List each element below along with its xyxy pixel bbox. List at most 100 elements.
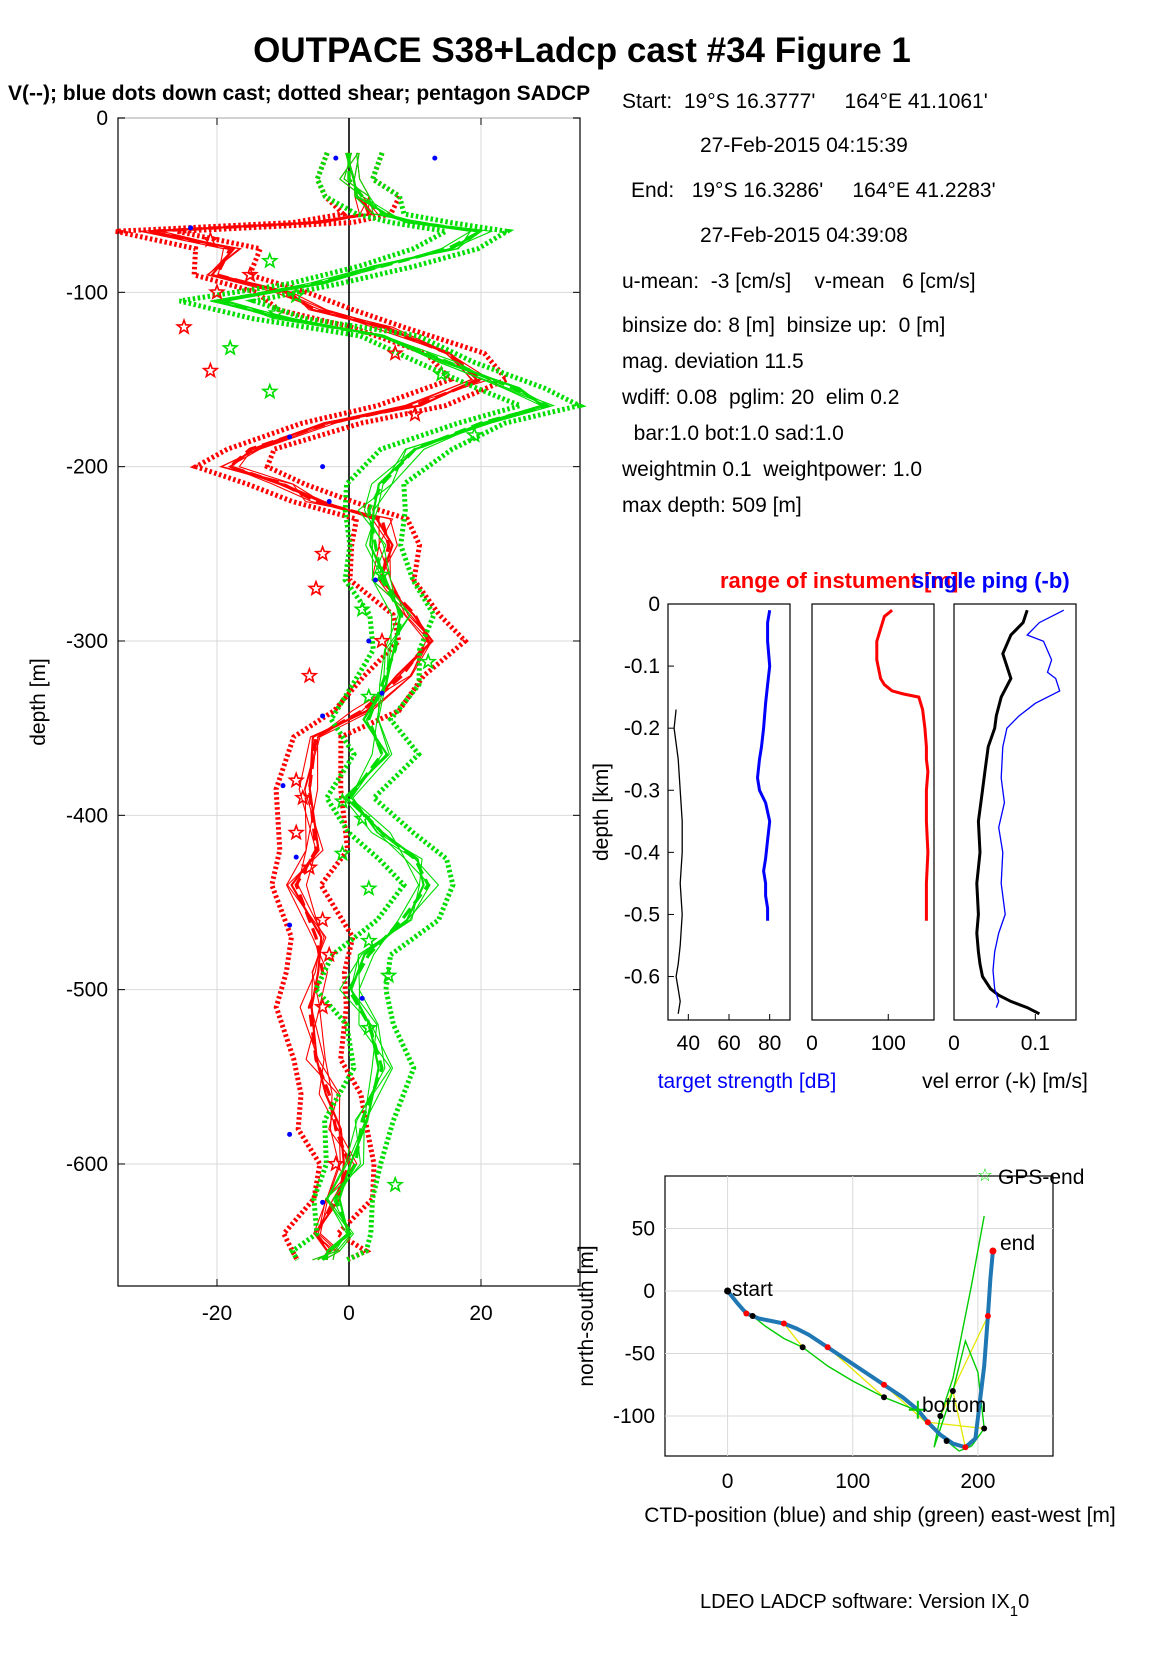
downcast-dot <box>287 434 293 440</box>
sadcp-v-marker <box>379 966 398 984</box>
ctd-sample-dot <box>881 1381 888 1388</box>
sadcp-v-marker <box>353 809 372 827</box>
annotation-start: start <box>732 1278 773 1301</box>
sadcp-u-marker <box>201 230 220 248</box>
sadcp-u-marker <box>201 361 220 379</box>
position-axes: 0 100 200 50 0 -50 -100 <box>613 1218 995 1494</box>
range-x-tick-label: 0 <box>806 1032 818 1055</box>
sadcp-u-marker <box>313 910 332 928</box>
instrument-diagnostics-charts: range of instument [m] single ping (-b) … <box>590 568 1088 1093</box>
sadcp-v-marker <box>353 600 372 618</box>
single-ping-title: single ping (-b) <box>912 568 1070 593</box>
velocity-y-tick-label: -200 <box>66 456 108 479</box>
info-line-wdiff: wdiff: 0.08 pglim: 20 elim 0.2 <box>621 386 899 409</box>
position-y-tick-label: -50 <box>625 1343 655 1366</box>
info-line-binsize: binsize do: 8 [m] binsize up: 0 [m] <box>622 314 945 337</box>
target-strength-y-tick-label: -0.2 <box>624 717 660 740</box>
vel-error-axis-label: vel error (-k) [m/s] <box>922 1070 1088 1093</box>
vel-error-series-black <box>975 609 1041 1016</box>
sadcp-u-marker <box>326 1154 345 1172</box>
sadcp-u-marker <box>373 631 391 649</box>
velocity-y-tick-label: -600 <box>66 1153 108 1176</box>
position-series <box>724 1215 997 1452</box>
diagnostics-axes: 40 60 80 0 -0.1 -0.2 -0.3 -0.4 -0.5 -0.6 0 100 0 0.1 <box>624 593 1050 1055</box>
velocity-y-tick-label: -100 <box>66 281 108 304</box>
range-series-u <box>875 609 930 921</box>
ship-sample-dot <box>981 1425 988 1432</box>
velocity-axes: -20 0 200-100-200-300-400-500-600 <box>66 107 580 1325</box>
series-v-shear-dotted <box>179 152 528 1262</box>
range-title: range of instument [m] <box>720 568 958 593</box>
target-strength-y-tick-label: -0.6 <box>624 966 660 989</box>
end-marker <box>989 1247 997 1255</box>
velocity-x-tick-label: -20 <box>202 1302 232 1325</box>
target-strength-y-tick-label: -0.5 <box>624 903 660 926</box>
sadcp-u-marker <box>208 282 226 300</box>
figure-title: OUTPACE S38+Ladcp cast #34 Figure 1 <box>253 31 911 70</box>
sadcp-v-marker <box>267 303 286 321</box>
info-line-weightmin: weightmin 0.1 weightpower: 1.0 <box>621 458 922 481</box>
position-x-tick-label: 0 <box>722 1470 734 1493</box>
position-x-tick-label: 100 <box>835 1470 870 1493</box>
sadcp-u-marker <box>287 771 306 788</box>
sadcp-u-marker <box>313 544 332 562</box>
ctd-ship-link <box>952 1390 967 1448</box>
downcast-dot <box>280 783 286 789</box>
sadcp-u-marker <box>293 788 312 806</box>
annotation-gps-end: GPS-end <box>998 1166 1084 1189</box>
velocity-series <box>115 118 587 1286</box>
downcast-dot <box>366 638 372 644</box>
ship-track-line <box>727 1215 985 1452</box>
info-line-end: End: 19°S 16.3286' 164°E 41.2283' <box>631 179 996 202</box>
cast-info-panel: Start: 19°S 16.3777' 164°E 41.1061' 27-F… <box>621 90 996 517</box>
sadcp-v-marker <box>359 687 378 705</box>
sadcp-v-marker <box>260 251 279 269</box>
info-line-start-time: 27-Feb-2015 04:15:39 <box>700 134 908 157</box>
velocity-y-tick-label: -400 <box>66 804 108 827</box>
position-plot-frame <box>664 1175 1054 1457</box>
sadcp-v-marker <box>287 286 306 304</box>
ctd-ship-link <box>939 1315 989 1417</box>
vel-error-frame <box>953 603 1077 1021</box>
range-frame <box>811 603 935 1021</box>
ctd-sample-dot <box>824 1344 831 1351</box>
target-strength-axis-label: target strength [dB] <box>658 1070 837 1093</box>
target-strength-x-tick-label: 80 <box>758 1032 781 1055</box>
ship-sample-dot <box>881 1394 888 1401</box>
downcast-dot <box>333 155 339 161</box>
sadcp-u-marker <box>287 823 306 841</box>
vel-error-series-blue <box>992 609 1065 1008</box>
sadcp-v-marker <box>359 879 378 897</box>
ship-sample-dot <box>799 1344 806 1351</box>
velocity-x-tick-label: 0 <box>343 1302 355 1325</box>
series-u-mean-line <box>149 152 479 1260</box>
software-version: LDEO LADCP software: Version IX10 <box>700 1591 1029 1620</box>
info-line-end-time: 27-Feb-2015 04:39:08 <box>700 224 908 247</box>
sadcp-u-marker <box>300 666 319 684</box>
position-x-tick-label: 200 <box>960 1470 995 1493</box>
sadcp-v-marker <box>373 565 391 583</box>
vel-error-x-tick-label: 0 <box>948 1032 960 1055</box>
velocity-profile-chart: -20 0 200-100-200-300-400-500-600 depth [m… <box>27 107 587 1325</box>
sadcp-u-marker <box>386 343 405 361</box>
ctd-sample-dot <box>780 1320 787 1327</box>
position-x-axis-label: CTD-position (blue) and ship (green) eas… <box>644 1504 1116 1527</box>
info-line-mean: u-mean: -3 [cm/s] v-mean 6 [cm/s] <box>622 270 976 293</box>
downcast-dot <box>188 225 194 231</box>
ship-sample-dot <box>949 1388 956 1394</box>
sadcp-v-marker <box>432 364 451 382</box>
start-marker <box>724 1287 732 1295</box>
series-v-shear-dotted <box>244 152 587 1263</box>
position-y-tick-label: 50 <box>632 1218 655 1241</box>
sadcp-v-marker <box>419 652 438 670</box>
series-u-ensemble-line <box>161 152 473 1261</box>
target-strength-series-blue <box>755 609 772 921</box>
downcast-dot <box>320 713 326 719</box>
downcast-dot <box>372 577 378 583</box>
ctd-sample-dot <box>743 1310 750 1317</box>
sadcp-v-marker <box>359 1018 378 1036</box>
position-y-axis-label: north-south [m] <box>575 1245 598 1386</box>
software-version-main: LDEO LADCP software: Version IX <box>700 1591 1010 1613</box>
ship-sample-dot <box>749 1313 756 1319</box>
